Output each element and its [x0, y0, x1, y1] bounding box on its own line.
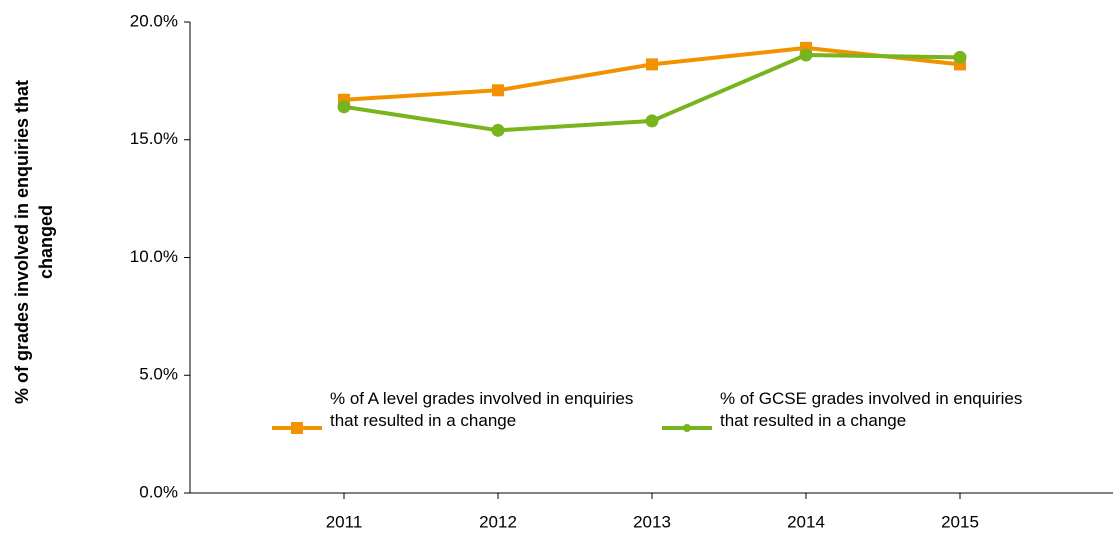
legend-text-box: % of GCSE grades involved in enquiries t… — [720, 389, 1023, 430]
legend-marker — [683, 424, 691, 432]
legend-text-box: % of A level grades involved in enquirie… — [330, 389, 634, 430]
x-tick-label: 2013 — [633, 512, 671, 531]
marker — [337, 100, 351, 114]
y-axis-label: % of grades involved in enquiries that c… — [12, 79, 56, 405]
marker — [645, 114, 659, 128]
legend-marker — [291, 422, 303, 434]
y-tick-label: 5.0% — [139, 365, 178, 384]
x-tick-label: 2011 — [326, 512, 363, 531]
x-tick-label: 2014 — [787, 512, 825, 531]
legend-label: % of A level grades involved in enquirie… — [330, 389, 634, 430]
y-tick-label: 0.0% — [139, 482, 178, 501]
marker — [799, 48, 813, 62]
marker — [491, 123, 505, 137]
y-tick-label: 15.0% — [130, 129, 178, 148]
marker — [646, 58, 658, 71]
marker — [953, 50, 967, 64]
x-tick-label: 2015 — [941, 512, 979, 531]
y-tick-label: 10.0% — [130, 247, 178, 266]
x-tick-label: 2012 — [479, 512, 517, 531]
y-axis-label-box: % of grades involved in enquiries that c… — [12, 79, 56, 405]
marker — [492, 84, 504, 97]
legend-label: % of GCSE grades involved in enquiries t… — [720, 389, 1023, 430]
y-tick-label: 20.0% — [130, 11, 178, 30]
